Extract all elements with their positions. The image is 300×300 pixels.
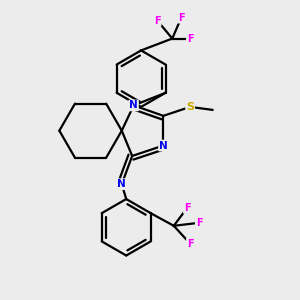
Text: S: S: [186, 102, 194, 112]
Text: F: F: [184, 203, 190, 213]
Text: F: F: [187, 34, 194, 44]
Text: F: F: [178, 13, 184, 23]
Text: N: N: [129, 100, 138, 110]
Text: F: F: [187, 238, 194, 249]
Text: F: F: [154, 16, 161, 26]
Text: F: F: [196, 218, 202, 228]
Text: N: N: [159, 140, 168, 151]
Text: N: N: [117, 179, 126, 189]
